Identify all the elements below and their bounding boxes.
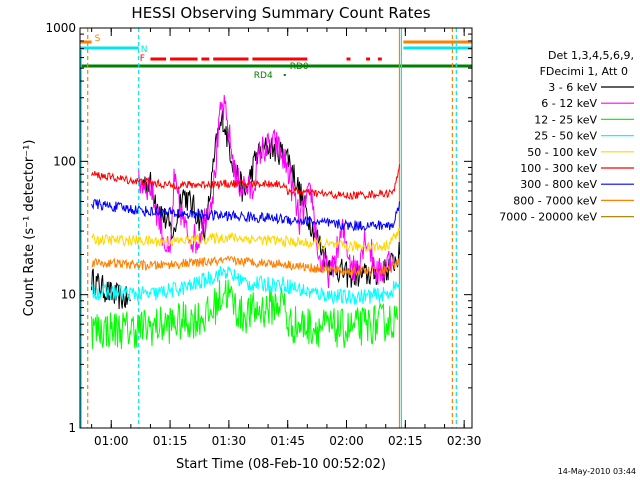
x-tick-label: 02:00 xyxy=(329,434,364,448)
x-tick-label: 02:15 xyxy=(388,434,423,448)
x-axis-label: Start Time (08-Feb-10 00:52:02) xyxy=(176,457,386,472)
legend-label: 6 - 12 keV xyxy=(541,97,597,110)
flag-label-flare: F xyxy=(140,54,145,64)
x-tick-label: 02:30 xyxy=(447,434,482,448)
flag-label-saa: S xyxy=(95,34,101,44)
legend-header-line-2: FDecimi 1, Att 0 xyxy=(540,65,628,78)
plot-frame xyxy=(79,27,473,429)
series-line xyxy=(91,268,131,310)
series-line xyxy=(138,94,395,289)
legend: 3 - 6 keV 6 - 12 keV 12 - 25 keV 25 - 50 ke… xyxy=(499,81,634,224)
y-tick-label: 100 xyxy=(53,154,76,168)
legend-label: 12 - 25 keV xyxy=(534,113,597,126)
series-line xyxy=(91,255,400,277)
legend-label: 300 - 800 keV xyxy=(520,178,597,191)
flag-label-rd4: RD4 xyxy=(254,71,273,81)
series-line xyxy=(91,279,398,350)
x-tick-label: 01:30 xyxy=(212,434,247,448)
x-tick-label: 01:00 xyxy=(94,434,129,448)
legend-label: 800 - 7000 keV xyxy=(513,194,597,207)
x-tick-label: 01:15 xyxy=(153,434,188,448)
series-line xyxy=(91,164,400,201)
legend-label: 7000 - 20000 keV xyxy=(499,211,597,224)
legend-label: 3 - 6 keV xyxy=(548,81,597,94)
x-tick-label: 01:45 xyxy=(270,434,305,448)
legend-label: 50 - 100 keV xyxy=(527,146,597,159)
legend-header-line-1: Det 1,3,4,5,6,9, xyxy=(548,49,634,62)
date-stamp: 14-May-2010 03:44 xyxy=(558,467,636,476)
y-tick-label: 10 xyxy=(61,288,76,302)
flag-label-rd0: RD0 xyxy=(290,62,309,72)
flag-label-night: N xyxy=(141,45,148,55)
y-tick-label: 1 xyxy=(68,421,76,435)
y-axis-label: Count Rate (s⁻¹ detector⁻¹) xyxy=(22,140,37,317)
series-line xyxy=(91,227,400,253)
plot-area: S NF RD0 RD4 01:00 01:15 01:30 01:45 02:00 02:15 0… xyxy=(45,21,481,448)
series-line xyxy=(91,266,400,306)
series-line xyxy=(91,198,400,232)
y-tick-label: 1000 xyxy=(45,21,76,35)
chart-title: HESSI Observing Summary Count Rates xyxy=(131,4,430,22)
legend-label: 25 - 50 keV xyxy=(534,130,597,143)
legend-label: 100 - 300 keV xyxy=(520,162,597,175)
